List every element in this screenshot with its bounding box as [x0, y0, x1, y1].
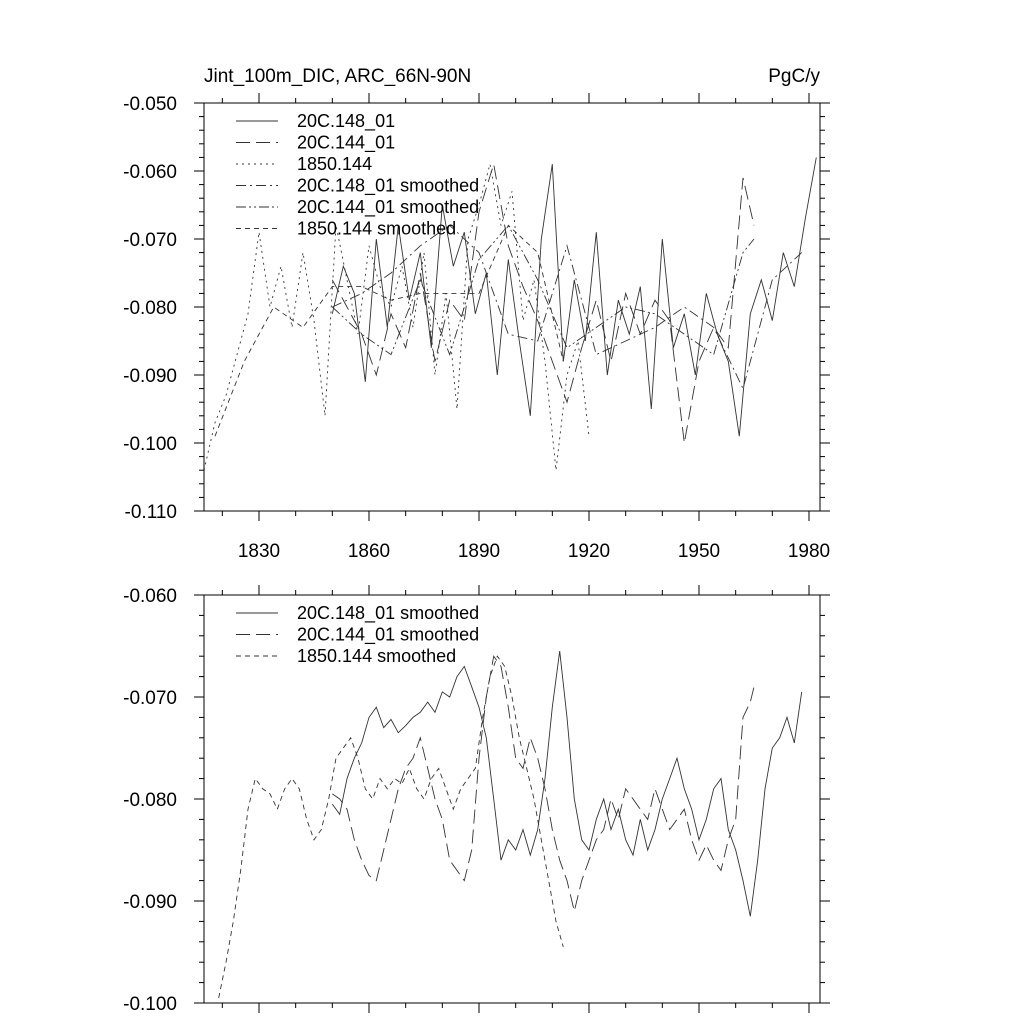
top-panel-title: Jint_100m_DIC, ARC_66N-90N: [204, 66, 471, 87]
y-tick-label: -0.090: [123, 366, 177, 387]
top-panel-plot-lines: [203, 157, 817, 471]
series-line-1: [331, 157, 817, 437]
y-tick-label: -0.070: [123, 230, 177, 251]
y-tick-label: -0.070: [123, 688, 177, 709]
bottom-panel-plot-lines: [218, 651, 803, 998]
bottom-panel: -0.060 -0.070 -0.080 -0.090 -0.100 20C.148_0…: [123, 585, 830, 1015]
y-tick-label: -0.090: [123, 892, 177, 913]
series-line-3: [203, 164, 590, 471]
series-line-3: [218, 655, 564, 998]
legend-label: 1850.144: [297, 154, 372, 174]
series-line-6: [214, 224, 564, 437]
legend-label: 1850.144 smoothed: [297, 219, 456, 239]
top-panel-units: PgC/y: [768, 66, 820, 87]
legend-label: 20C.144_01 smoothed: [297, 197, 479, 218]
legend-label: 20C.148_01 smoothed: [297, 176, 479, 197]
y-tick-label: -0.080: [123, 790, 177, 811]
x-tick-label: 1830: [238, 541, 280, 562]
bottom-panel-frame: [203, 594, 821, 1004]
series-line-2: [331, 164, 755, 444]
top-panel-frame: [203, 102, 821, 512]
y-tick-label: -0.050: [123, 94, 177, 115]
legend-label: 1850.144 smoothed: [297, 646, 456, 666]
legend-label: 20C.148_01 smoothed: [297, 603, 479, 624]
legend-label: 20C.144_01 smoothed: [297, 625, 479, 646]
series-line-4: [332, 224, 803, 390]
y-tick-label: -0.100: [123, 994, 177, 1015]
y-tick-label: -0.110: [125, 502, 177, 523]
y-tick-label: -0.060: [123, 162, 177, 183]
series-line-5: [331, 224, 755, 356]
x-tick-label: 1920: [568, 541, 610, 562]
x-tick-label: 1950: [678, 541, 720, 562]
top-panel-axes: 1830 1860 1890 1920 1950 1980 -0.050 -0.060 -0.0…: [123, 93, 830, 562]
y-tick-label: -0.080: [123, 298, 177, 319]
x-tick-label: 1860: [348, 541, 390, 562]
y-tick-label: -0.100: [123, 434, 177, 455]
series-line-2: [332, 655, 755, 912]
y-tick-label: -0.060: [123, 586, 177, 607]
series-line-1: [331, 651, 803, 917]
x-tick-label: 1980: [788, 541, 830, 562]
legend-label: 20C.148_01: [297, 111, 395, 132]
x-tick-label: 1890: [458, 541, 500, 562]
top-panel: Jint_100m_DIC, ARC_66N-90N PgC/y 1830 186…: [123, 66, 830, 562]
bottom-panel-axes: -0.060 -0.070 -0.080 -0.090 -0.100: [123, 585, 830, 1015]
legend-label: 20C.144_01: [297, 133, 395, 154]
